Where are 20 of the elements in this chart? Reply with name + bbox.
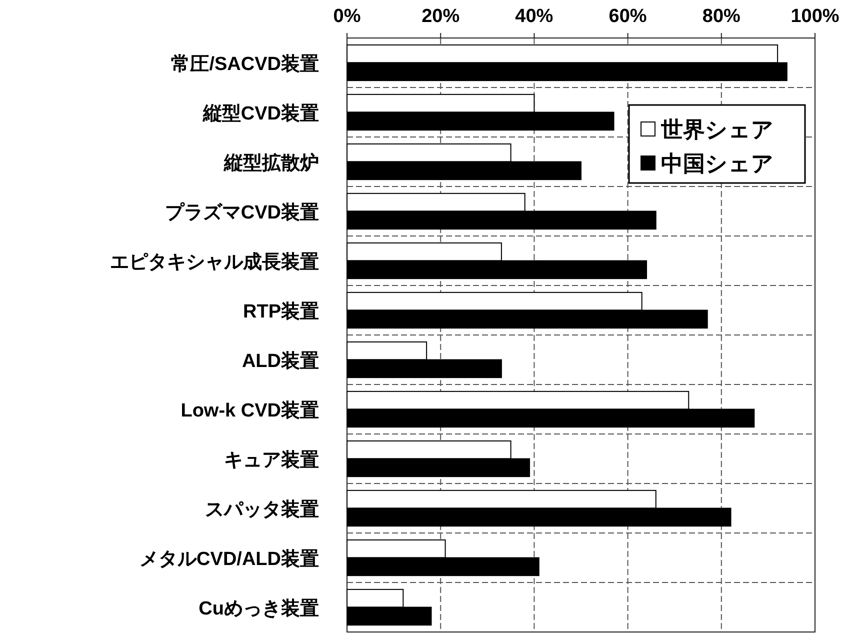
y-tick-label: Cuめっき装置 bbox=[198, 597, 319, 620]
y-tick-label: ALD装置 bbox=[242, 350, 319, 372]
y-tick-label: メタルCVD/ALD装置 bbox=[140, 548, 319, 570]
y-tick-label: プラズマCVD装置 bbox=[164, 201, 319, 224]
y-tick-label: RTP装置 bbox=[243, 300, 319, 322]
legend-label: 中国シェア bbox=[661, 151, 774, 176]
x-tick-label: 40% bbox=[515, 6, 554, 27]
x-tick-label: 60% bbox=[608, 6, 647, 27]
y-tick-label: 縦型拡散炉 bbox=[223, 152, 319, 174]
y-tick-label: キュア装置 bbox=[224, 448, 319, 471]
x-tick-label: 80% bbox=[702, 6, 741, 27]
y-tick-label: エピタキシャル成長装置 bbox=[110, 250, 319, 273]
y-tick-label: スパッタ装置 bbox=[205, 498, 319, 520]
y-tick-label: 縦型CVD装置 bbox=[202, 102, 319, 124]
x-tick-label: 20% bbox=[422, 6, 460, 27]
y-tick-label: 常圧/SACVD装置 bbox=[171, 52, 319, 75]
y-tick-label: Low-k CVD装置 bbox=[180, 399, 319, 422]
x-tick-label: 0% bbox=[333, 6, 361, 27]
legend-label: 世界シェア bbox=[660, 117, 774, 142]
x-tick-label: 100% bbox=[790, 6, 840, 27]
